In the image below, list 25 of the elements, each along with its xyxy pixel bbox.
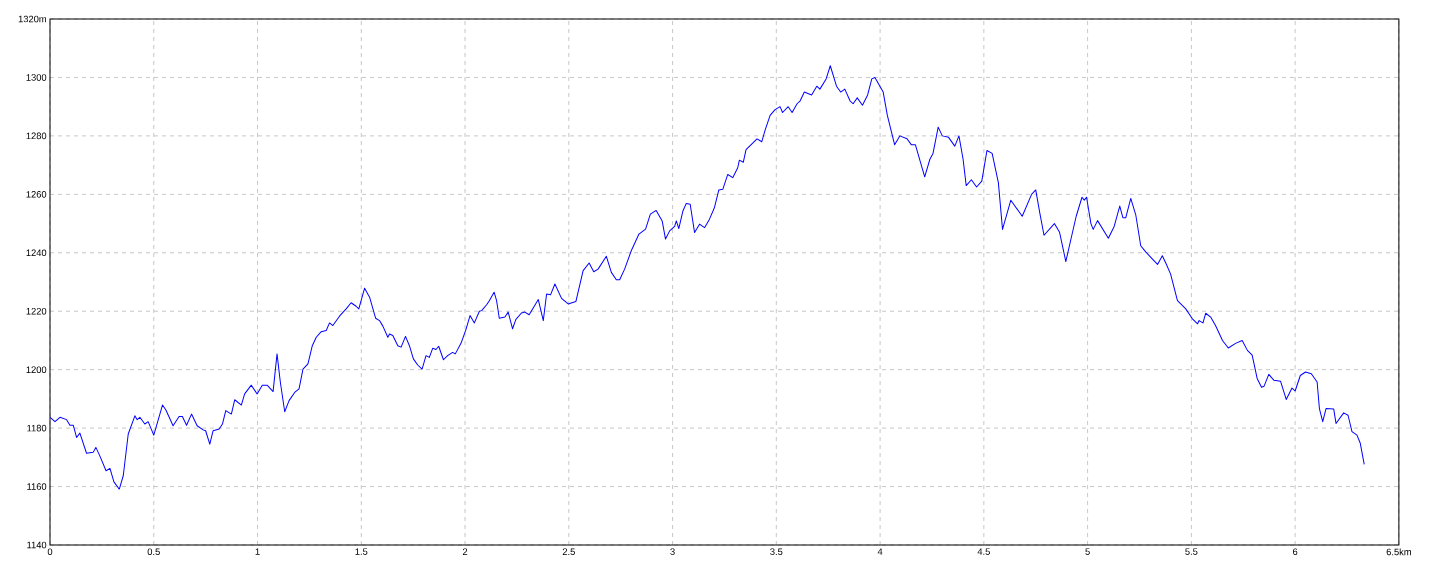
y-tick-label: 1320m — [18, 15, 46, 23]
x-tick-label: 5.5 — [1185, 548, 1198, 555]
y-tick-label: 1160 — [27, 483, 47, 490]
x-tick-label: 6 — [1293, 548, 1298, 555]
x-tick-label: 5 — [1085, 548, 1090, 555]
line-series — [50, 65, 1365, 490]
y-tick-label: 1260 — [26, 191, 47, 198]
x-tick-label: 3.5 — [770, 548, 783, 555]
x-tick-label: 1 — [255, 548, 260, 555]
y-tick-label: 1140 — [27, 541, 47, 549]
x-tick-label: 2 — [462, 548, 468, 555]
y-tick-label: 1220 — [26, 307, 47, 315]
x-tick-label: 2.5 — [562, 548, 575, 555]
x-tick-label: 6.5km — [1386, 548, 1411, 556]
y-tick-label: 1280 — [26, 132, 47, 140]
x-tick-label: 1.5 — [355, 548, 368, 555]
y-tick-label: 1200 — [26, 366, 47, 373]
y-tick-label: 1300 — [26, 74, 47, 81]
y-tick-label: 1180 — [27, 424, 47, 432]
y-tick-label: 1240 — [26, 249, 47, 257]
x-tick-label: 0.5 — [147, 548, 160, 555]
x-tick-label: 3 — [670, 548, 675, 555]
x-tick-label: 4.5 — [977, 548, 990, 555]
x-tick-label: 0 — [47, 548, 53, 555]
x-tick-label: 4 — [877, 548, 883, 555]
